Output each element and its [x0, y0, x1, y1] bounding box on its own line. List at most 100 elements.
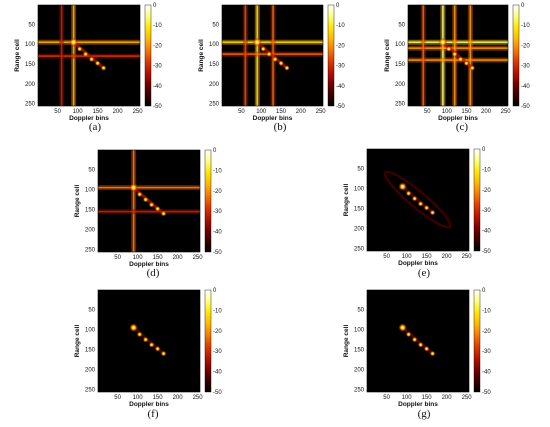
scatterer-point: [469, 64, 476, 71]
y-tick-label: 250: [85, 248, 96, 254]
y-tick-label: 50: [88, 308, 95, 314]
plot-frame: [97, 289, 201, 393]
colorbar-tick-label: -10: [336, 23, 345, 29]
scatterer-point: [451, 51, 458, 58]
colorbar-tick-label: -50: [482, 390, 491, 396]
plot-frame: [221, 4, 324, 107]
x-tick-label: 100: [402, 395, 413, 401]
x-axis-label: Doppler bins: [438, 115, 478, 122]
scatterer-point: [154, 345, 161, 352]
subfigure-caption: (c): [456, 121, 469, 133]
scatterer-point: [260, 45, 267, 52]
scatterer-point: [136, 191, 143, 198]
sidelobe-streak: [442, 5, 444, 106]
y-tick-label: 50: [357, 167, 364, 173]
colorbar-tick-label: -30: [482, 349, 491, 355]
colorbar-tick-label: -40: [153, 84, 162, 90]
sidelobe-streak: [132, 150, 135, 252]
y-tick-label: 250: [85, 388, 96, 394]
heatmap-background: [98, 290, 200, 392]
colorbar-tick-label: -40: [213, 230, 222, 236]
scatterer-point: [398, 323, 408, 333]
colorbar-tick-label: -30: [482, 208, 491, 214]
scatterer-point: [463, 60, 470, 67]
scatterer-point: [252, 37, 262, 47]
scatterer-point: [148, 341, 155, 348]
x-tick-label: 250: [501, 109, 512, 115]
sidelobe-streak: [38, 41, 140, 44]
clutter-halo: [383, 170, 452, 229]
colorbar-tick-label: -20: [213, 329, 222, 335]
y-tick-label: 200: [85, 368, 96, 374]
plot-frame: [97, 149, 201, 253]
subfigure-caption: (b): [274, 121, 287, 133]
subfigure-caption: (e): [418, 267, 431, 279]
y-tick-label: 150: [25, 62, 36, 68]
y-tick-label: 100: [354, 187, 365, 193]
x-tick-label: 250: [462, 254, 473, 260]
colorbar-tick-label: -20: [153, 43, 162, 49]
sidelobe-streak: [422, 5, 425, 106]
scatterer-point: [88, 56, 95, 63]
colorbar-tick-label: -10: [153, 23, 162, 29]
scatterer-point: [94, 60, 101, 67]
y-tick-label: 100: [354, 328, 365, 334]
x-tick-label: 50: [383, 395, 390, 401]
colorbar: [512, 4, 520, 107]
x-tick-label: 50: [424, 109, 431, 115]
colorbar-tick-label: -20: [336, 43, 345, 49]
y-tick-label: 200: [25, 82, 36, 88]
colorbar: [473, 289, 481, 393]
scatterer-point: [411, 195, 418, 202]
colorbar: [204, 289, 212, 393]
x-tick-label: 50: [383, 254, 390, 260]
y-tick-label: 150: [395, 62, 406, 68]
x-tick-label: 150: [153, 395, 164, 401]
y-tick-label: 100: [25, 42, 36, 48]
scatterer-point: [405, 190, 412, 197]
subfigure-caption: (f): [148, 408, 159, 420]
chart-panel: 50 100 150 200 250 50 100 150 200 250 Doppler bins…: [74, 288, 222, 420]
colorbar-tick-label: 0: [213, 288, 217, 294]
y-tick-label: 250: [354, 388, 365, 394]
scatterer-point: [411, 336, 418, 343]
colorbar-tick-label: 0: [482, 288, 486, 294]
x-axis-label: Doppler bins: [129, 261, 169, 268]
y-tick-label: 200: [395, 82, 406, 88]
y-tick-label: 50: [28, 22, 35, 28]
y-tick-label: 200: [354, 368, 365, 374]
colorbar-tick-label: -20: [482, 188, 491, 194]
x-tick-label: 100: [442, 109, 453, 115]
y-tick-label: 50: [357, 308, 364, 314]
x-tick-label: 100: [133, 255, 144, 261]
colorbar-tick-label: -30: [213, 209, 222, 215]
colorbar-tick-label: -10: [213, 308, 222, 314]
x-tick-label: 100: [402, 254, 413, 260]
scatterer-point: [154, 205, 161, 212]
x-tick-label: 250: [462, 395, 473, 401]
scatterer-point: [457, 56, 464, 63]
scatterer-point: [417, 200, 424, 207]
x-tick-label: 150: [276, 109, 287, 115]
y-axis-label: Range cell: [343, 325, 350, 358]
colorbar-tick-label: -50: [153, 104, 162, 110]
x-tick-label: 200: [296, 109, 307, 115]
y-axis-label: Range cell: [14, 39, 21, 72]
y-tick-label: 100: [395, 42, 406, 48]
colorbar-tick-label: -30: [336, 64, 345, 70]
colorbar-tick-label: -40: [336, 84, 345, 90]
x-tick-label: 100: [256, 109, 267, 115]
colorbar-tick-label: -20: [521, 43, 530, 49]
x-axis-label: Doppler bins: [129, 401, 169, 408]
x-tick-label: 250: [316, 109, 327, 115]
scatterer-point: [423, 204, 430, 211]
sidelobe-streak: [469, 5, 472, 106]
plot-frame: [366, 289, 470, 393]
colorbar-tick-label: -10: [482, 308, 491, 314]
scatterer-point: [272, 56, 279, 63]
colorbar-tick-label: -10: [213, 168, 222, 174]
colorbar-tick-label: 0: [213, 148, 217, 154]
x-tick-label: 200: [481, 109, 492, 115]
colorbar-tick-label: -30: [213, 349, 222, 355]
y-tick-label: 100: [85, 328, 96, 334]
